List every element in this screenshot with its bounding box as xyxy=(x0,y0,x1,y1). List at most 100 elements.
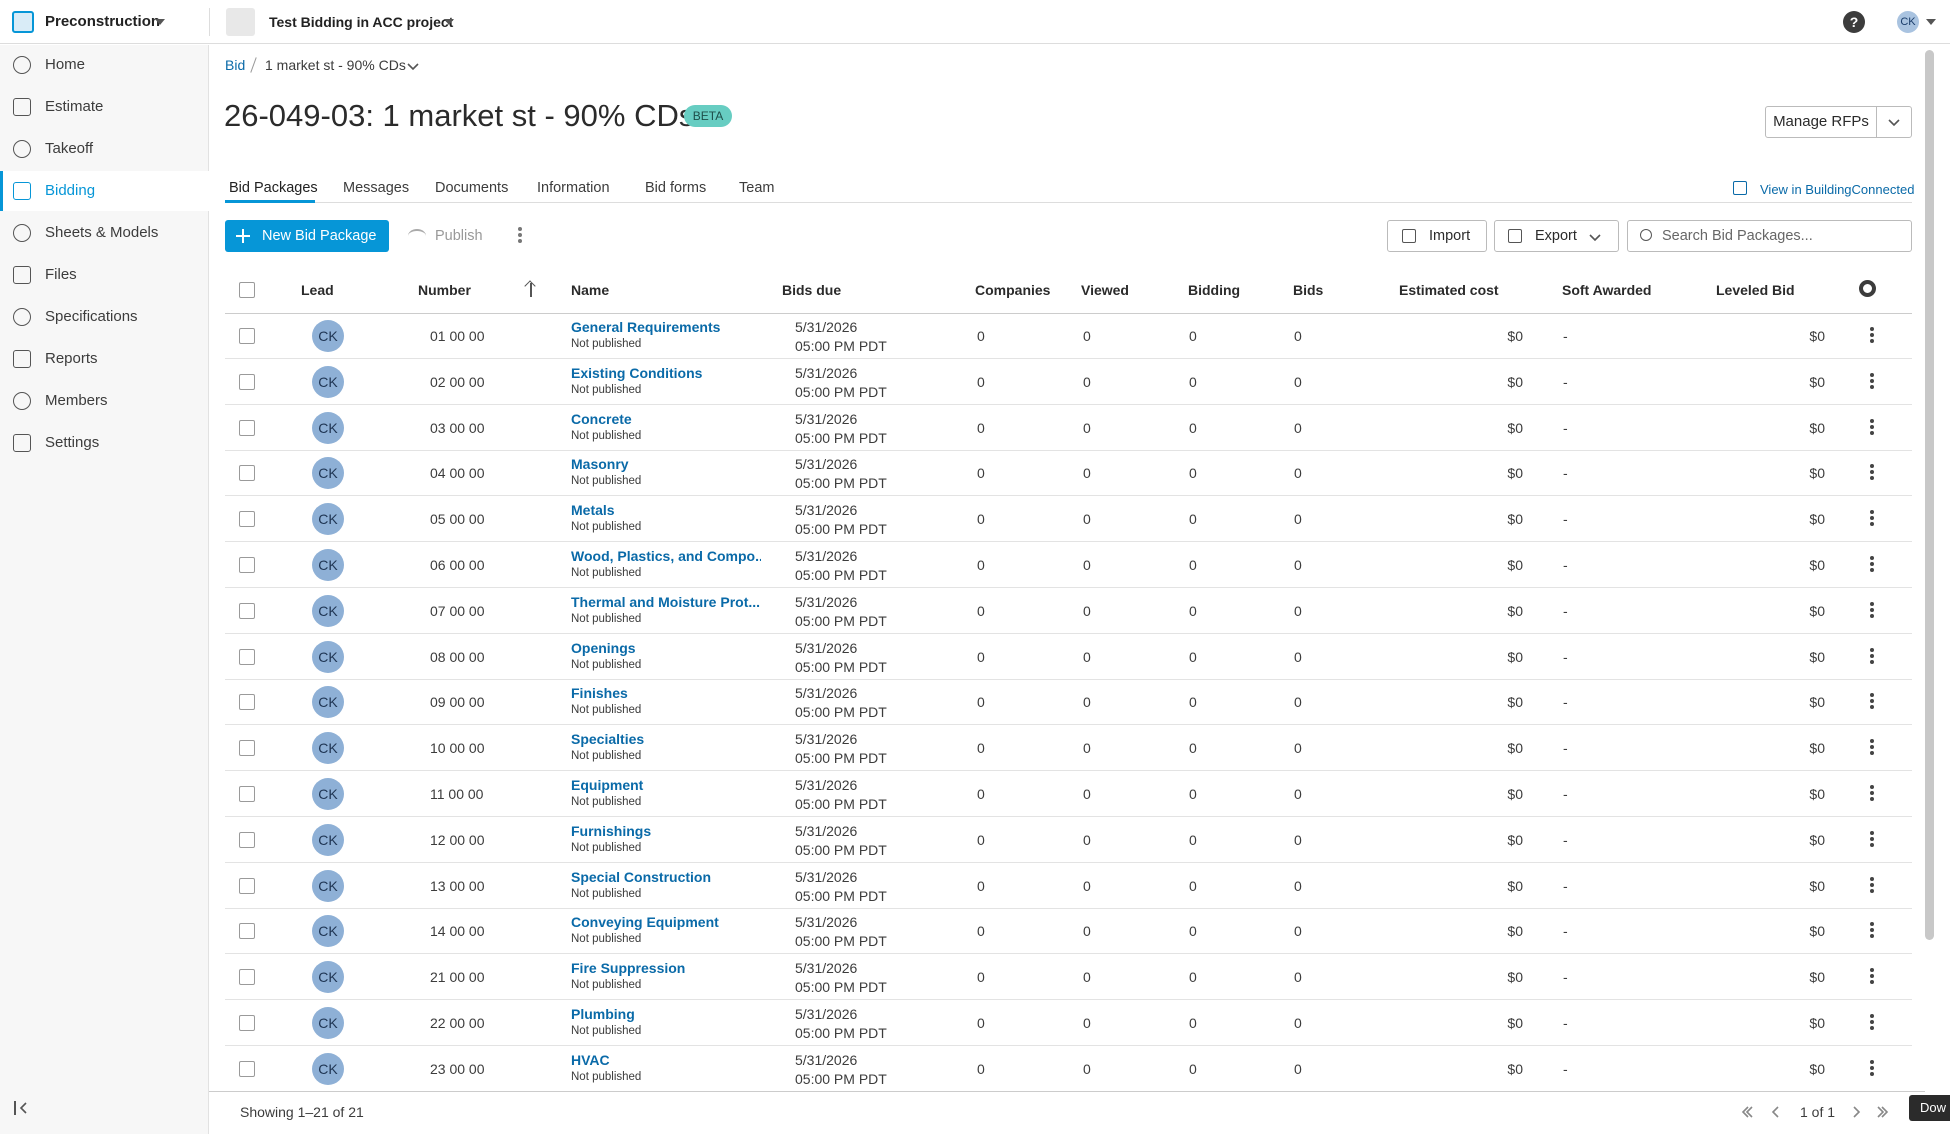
column-header[interactable]: Name xyxy=(571,282,610,298)
row-menu[interactable] xyxy=(1869,601,1875,620)
row-menu[interactable] xyxy=(1869,464,1875,482)
nav-item[interactable]: Takeoff xyxy=(45,140,94,157)
column-header[interactable]: Bidding xyxy=(1188,282,1241,298)
row-menu[interactable] xyxy=(1869,922,1875,940)
project-name[interactable]: Test Bidding in ACC project xyxy=(269,14,454,30)
help-button[interactable]: ? xyxy=(1843,11,1865,33)
tab[interactable]: Messages xyxy=(343,180,410,196)
row-menu[interactable] xyxy=(1869,830,1875,849)
package-name[interactable]: Equipment xyxy=(571,777,644,793)
package-name[interactable]: Concrete xyxy=(571,410,632,427)
nav-item[interactable]: Sheets & Models xyxy=(45,224,159,241)
checkbox[interactable] xyxy=(239,969,255,986)
checkbox[interactable] xyxy=(239,602,255,619)
settings-gear[interactable] xyxy=(1859,280,1876,297)
nav-item[interactable]: Reports xyxy=(45,350,98,367)
checkbox[interactable] xyxy=(239,419,255,436)
tab[interactable]: Bid Packages xyxy=(229,180,318,196)
row-menu[interactable] xyxy=(1869,327,1875,345)
package-name[interactable]: Openings xyxy=(571,639,636,656)
row-menu[interactable] xyxy=(1869,785,1875,803)
checkbox[interactable] xyxy=(239,786,255,802)
row-menu[interactable] xyxy=(1869,968,1875,986)
external-link[interactable]: View in BuildingConnected xyxy=(1760,182,1915,197)
column-header[interactable]: Viewed xyxy=(1081,282,1129,298)
checkbox[interactable] xyxy=(239,877,255,894)
tab[interactable]: Information xyxy=(537,180,610,196)
tab[interactable]: Team xyxy=(739,180,775,196)
package-name[interactable]: Thermal and Moisture Prot... xyxy=(571,593,761,610)
nav-item[interactable]: Bidding xyxy=(45,182,96,199)
column-header[interactable]: Number xyxy=(418,282,471,298)
row-menu[interactable] xyxy=(1869,510,1875,528)
nav-item[interactable]: Specifications xyxy=(45,308,138,325)
column-header[interactable]: Bids xyxy=(1293,282,1324,298)
checkbox[interactable] xyxy=(239,1060,255,1077)
product-name[interactable]: Preconstruction xyxy=(45,13,161,30)
breadcrumb-current[interactable]: 1 market st - 90% CDs xyxy=(265,57,406,73)
package-name[interactable]: Fire Suppression xyxy=(571,960,686,977)
row-menu[interactable] xyxy=(1869,556,1875,574)
package-name[interactable]: HVAC xyxy=(571,1051,610,1068)
more-menu[interactable] xyxy=(517,227,523,245)
publish-button[interactable]: Publish xyxy=(435,228,483,244)
package-name[interactable]: General Requirements xyxy=(571,319,721,335)
back-button[interactable] xyxy=(226,8,255,36)
column-header[interactable]: Lead xyxy=(301,282,334,298)
package-name[interactable]: Masonry xyxy=(571,456,629,473)
row-menu[interactable] xyxy=(1869,647,1875,666)
checkbox[interactable] xyxy=(239,328,255,344)
search-input[interactable] xyxy=(1627,220,1912,252)
checkbox[interactable] xyxy=(239,511,255,528)
checkbox[interactable] xyxy=(239,1015,255,1031)
export-button[interactable] xyxy=(1494,220,1619,252)
row-menu[interactable] xyxy=(1869,739,1875,757)
column-header[interactable]: Leveled Bid xyxy=(1716,282,1795,298)
row-menu[interactable] xyxy=(1869,372,1875,391)
checkbox[interactable] xyxy=(239,648,255,665)
export-label[interactable]: Export xyxy=(1535,228,1577,244)
tab[interactable]: Documents xyxy=(435,180,509,196)
checkbox[interactable] xyxy=(239,740,255,757)
package-name[interactable]: Furnishings xyxy=(571,822,652,839)
manage-rfps-menu[interactable] xyxy=(1876,106,1912,138)
manage-rfps-button[interactable]: Manage RFPs xyxy=(1765,106,1877,138)
nav-item[interactable]: Members xyxy=(45,392,108,409)
row-menu[interactable] xyxy=(1869,693,1875,711)
nav-item[interactable]: Files xyxy=(45,266,77,283)
row-menu[interactable] xyxy=(1869,418,1875,437)
column-header[interactable]: Estimated cost xyxy=(1399,282,1499,298)
new-bid-label[interactable]: New Bid Package xyxy=(262,228,377,244)
package-name[interactable]: Metals xyxy=(571,502,615,519)
checkbox[interactable] xyxy=(239,373,255,390)
package-name[interactable]: Specialties xyxy=(571,731,645,748)
new-bid-button[interactable] xyxy=(225,220,389,252)
nav-item[interactable]: Settings xyxy=(45,434,100,451)
package-name[interactable]: Plumbing xyxy=(571,1006,635,1022)
row-menu[interactable] xyxy=(1869,876,1875,895)
search-placeholder[interactable]: Search Bid Packages... xyxy=(1662,228,1813,244)
row-menu[interactable] xyxy=(1869,1059,1875,1078)
package-name[interactable]: Existing Conditions xyxy=(571,364,703,381)
checkbox[interactable] xyxy=(239,923,255,940)
package-name[interactable]: Special Construction xyxy=(571,868,712,885)
tab[interactable]: Bid forms xyxy=(645,180,707,196)
package-name[interactable]: Conveying Equipment xyxy=(571,914,719,931)
package-name[interactable]: Finishes xyxy=(571,685,628,702)
import-button[interactable] xyxy=(1387,220,1487,252)
column-header[interactable]: Bids due xyxy=(782,282,842,298)
checkbox[interactable] xyxy=(239,465,255,482)
checkbox[interactable] xyxy=(239,282,255,298)
row-menu[interactable] xyxy=(1869,1014,1875,1032)
nav-item[interactable]: Estimate xyxy=(45,98,104,115)
checkbox[interactable] xyxy=(239,557,255,573)
nav-item[interactable]: Home xyxy=(45,56,86,73)
column-header[interactable]: Soft Awarded xyxy=(1562,282,1652,298)
checkbox[interactable] xyxy=(239,831,255,848)
column-header[interactable]: Companies xyxy=(975,282,1051,298)
user-avatar[interactable]: CK xyxy=(1897,11,1919,33)
package-name[interactable]: Wood, Plastics, and Compo... xyxy=(571,548,761,564)
checkbox[interactable] xyxy=(239,694,255,711)
breadcrumb-root[interactable]: Bid xyxy=(225,57,246,73)
import-label[interactable]: Import xyxy=(1429,228,1471,244)
